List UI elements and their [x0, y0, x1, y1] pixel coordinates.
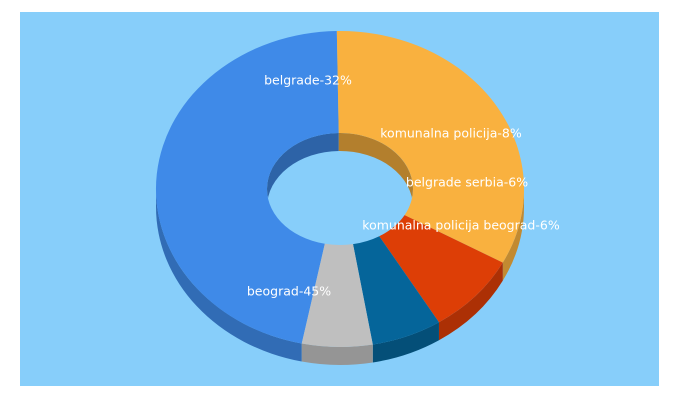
slice-side-komunalna-policija-beograd [301, 343, 373, 366]
donut-depth [156, 189, 524, 366]
slice-side-komunalna-policija [438, 262, 503, 341]
slice-side-belgrade-serbia [372, 322, 439, 363]
slice-beograd [155, 31, 339, 344]
slice-label-beograd: beograd-45% [247, 284, 331, 299]
slice-belgrade-serbia [353, 236, 439, 345]
slice-side-beograd [156, 189, 302, 362]
slice-labels: beograd-45% belgrade-32% komunalna polic… [247, 73, 560, 299]
slice-komunalna-policija [379, 215, 503, 323]
slice-inner-wall-belgrade [338, 133, 413, 207]
slice-komunalna-policija-beograd [301, 243, 373, 348]
slice-label-belgrade-serbia: belgrade serbia-6% [406, 175, 528, 190]
slice-side-belgrade [502, 189, 524, 281]
slice-label-komunalna-policija: komunalna policija-8% [380, 126, 522, 141]
slice-label-komunalna-policija-beograd: komunalna policija beograd-6% [362, 218, 560, 233]
slice-belgrade [336, 30, 524, 263]
slice-inner-wall-beograd [267, 133, 339, 207]
donut-top [155, 30, 524, 348]
slice-label-belgrade: belgrade-32% [264, 73, 352, 88]
